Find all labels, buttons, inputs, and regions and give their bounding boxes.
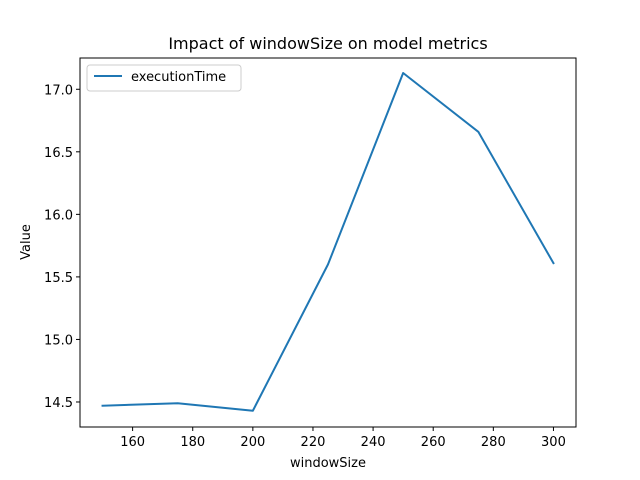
plot-frame <box>79 57 577 428</box>
legend-box <box>86 64 242 92</box>
y-axis-label: Value <box>19 224 34 260</box>
x-axis-ticks: 160 180 200 220 240 260 280 300 <box>120 427 566 450</box>
plot-area <box>80 58 576 427</box>
x-tick-label: 220 <box>301 435 326 450</box>
x-axis-label: windowSize <box>290 456 366 471</box>
x-tick-label: 180 <box>180 435 205 450</box>
y-tick-label: 16.0 <box>44 208 73 223</box>
x-tick-label: 300 <box>541 435 566 450</box>
chart-title: Impact of windowSize on model metrics <box>168 34 487 53</box>
x-tick-label: 240 <box>361 435 386 450</box>
x-tick-label: 200 <box>240 435 265 450</box>
x-tick-label: 160 <box>120 435 145 450</box>
legend-label: executionTime <box>131 70 226 85</box>
legend: executionTime <box>86 64 242 92</box>
y-tick-label: 15.0 <box>44 333 73 348</box>
y-tick-label: 14.5 <box>44 396 73 411</box>
series-layer <box>101 72 555 412</box>
y-tick-label: 16.5 <box>44 146 73 161</box>
y-axis-ticks: 14.5 15.0 15.5 16.0 16.5 17.0 <box>44 83 80 411</box>
y-tick-label: 15.5 <box>44 271 73 286</box>
x-tick-label: 260 <box>421 435 446 450</box>
x-tick-label: 280 <box>481 435 506 450</box>
y-tick-label: 17.0 <box>44 83 73 98</box>
